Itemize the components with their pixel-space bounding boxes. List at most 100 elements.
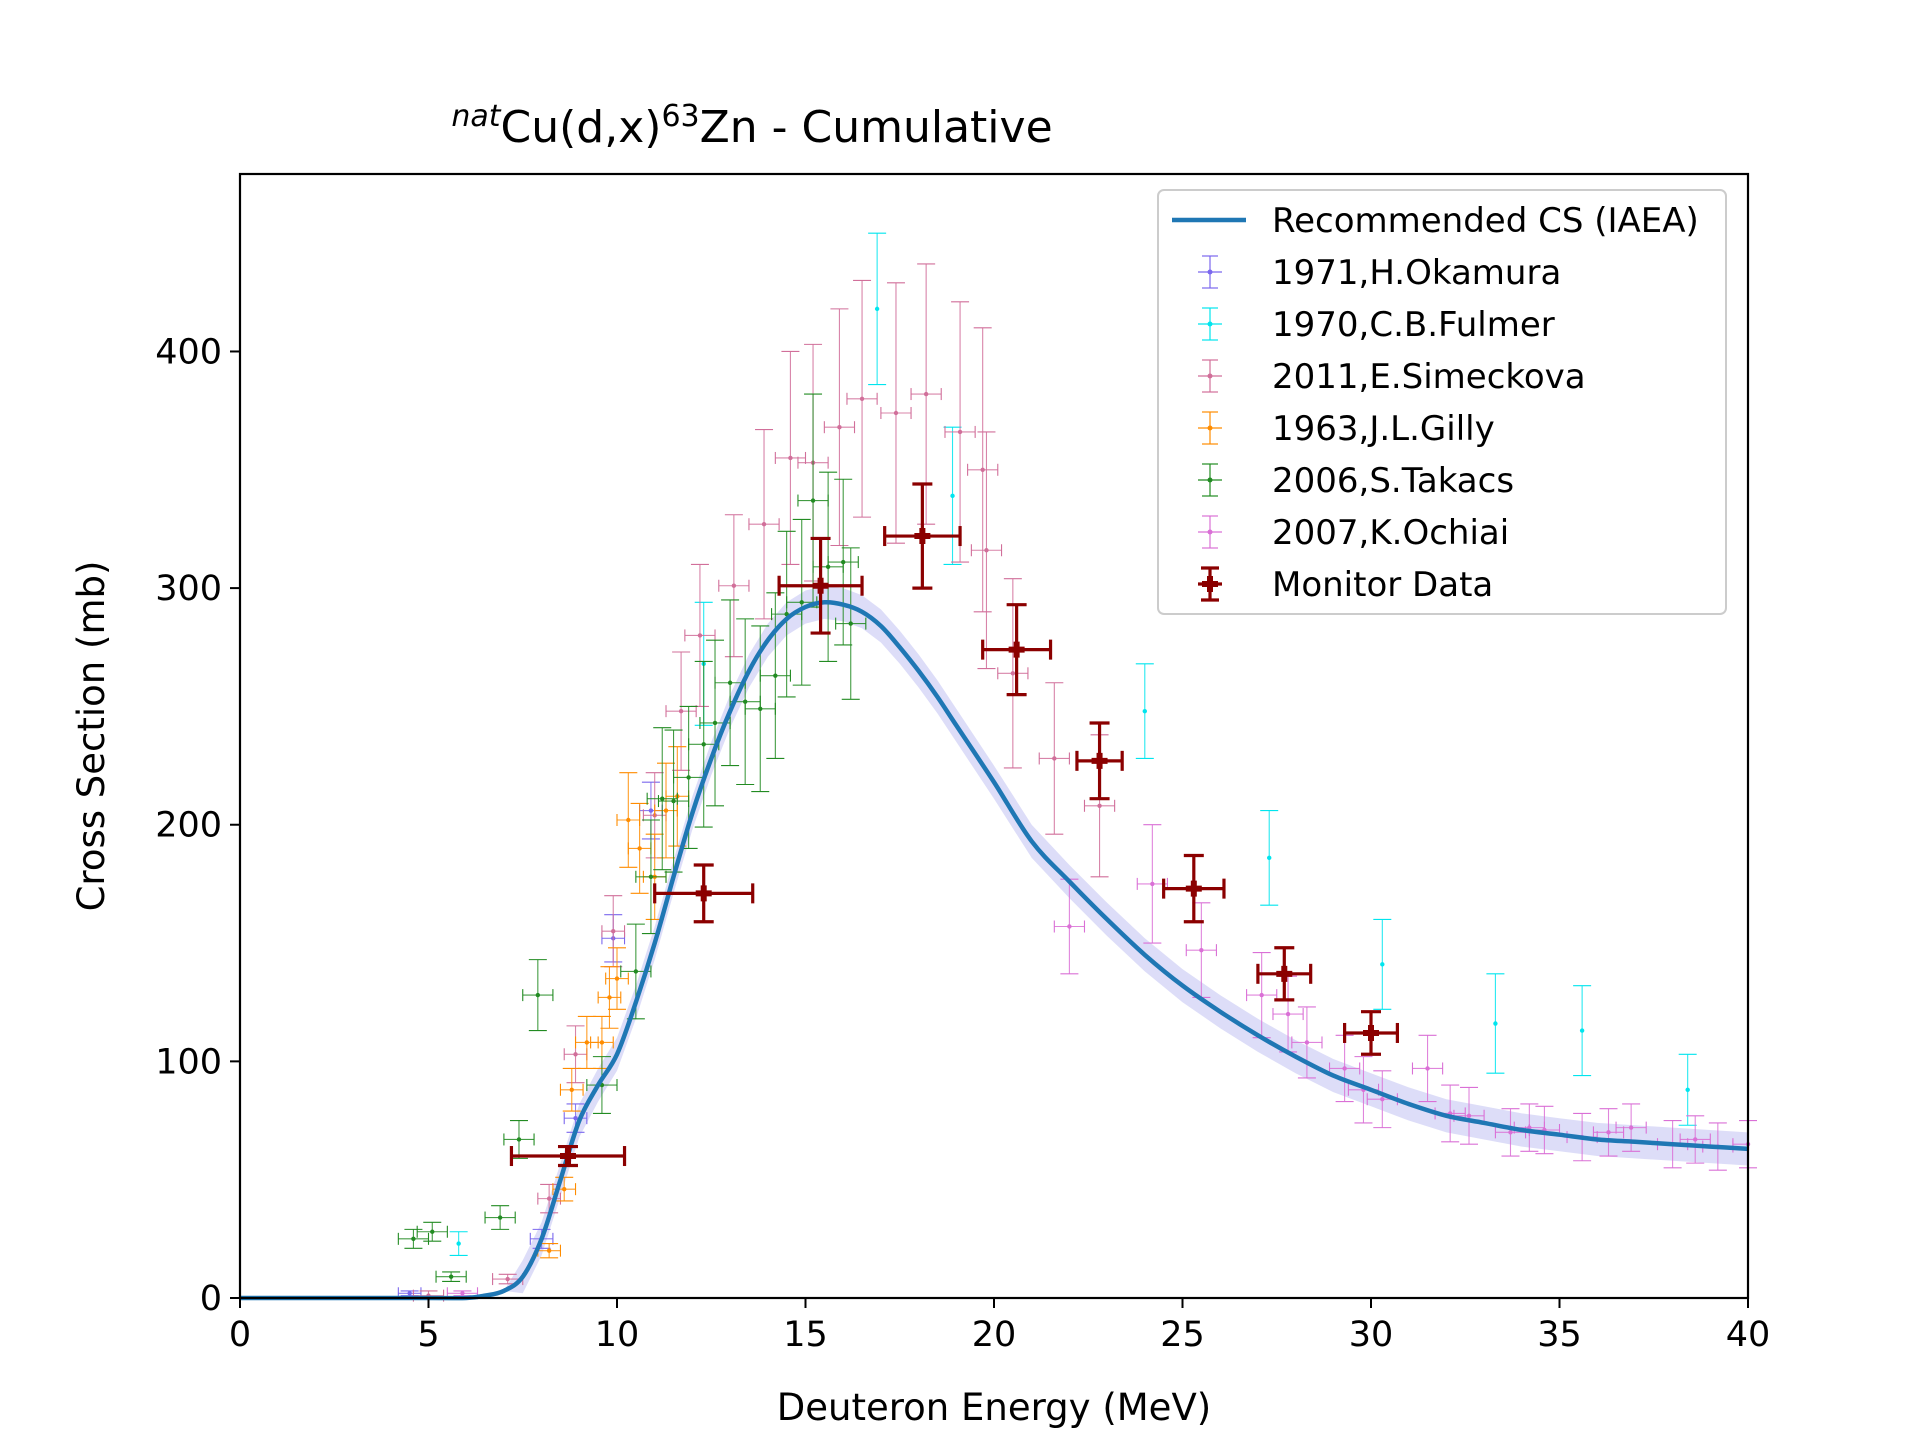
data-point (435, 1270, 467, 1283)
marker (678, 708, 684, 714)
marker (1285, 1011, 1291, 1017)
chart-title: natCu(d,x)63Zn - Cumulative (451, 99, 1052, 153)
marker (663, 808, 669, 813)
monitor-point (1256, 946, 1313, 1002)
monitor-point (1343, 1010, 1399, 1056)
legend-entry: 2011,E.Simeckova (1198, 357, 1586, 397)
data-point (835, 547, 867, 700)
legend-marker (1207, 321, 1213, 327)
data-point (1411, 1034, 1444, 1103)
y-tick-label: 200 (155, 806, 222, 846)
marker (1466, 1113, 1472, 1118)
legend-entry: 1963,J.L.Gilly (1198, 409, 1495, 449)
data-point (786, 518, 818, 686)
legend-label: 1971,H.Okamura (1272, 253, 1561, 293)
data-point (684, 563, 716, 707)
marker (731, 583, 737, 588)
monitor-marker (914, 528, 931, 545)
data-point (1592, 1108, 1625, 1157)
y-tick-label: 400 (155, 332, 222, 372)
marker (1508, 1130, 1513, 1135)
marker (980, 467, 985, 472)
data-point (1573, 985, 1592, 1077)
marker (1425, 1066, 1430, 1071)
marker (573, 1052, 578, 1057)
data-point (1260, 809, 1279, 906)
data-point (416, 1221, 448, 1242)
marker (573, 1115, 578, 1121)
marker (626, 817, 631, 823)
y-axis-label: Cross Section (mb) (70, 561, 113, 912)
data-point (1135, 663, 1154, 760)
data-point (880, 282, 912, 544)
x-tick-label: 40 (1726, 1315, 1771, 1355)
marker (633, 969, 639, 974)
marker (893, 410, 899, 416)
title-part-2: Zn - Cumulative (700, 102, 1053, 153)
data-point (868, 232, 887, 386)
marker (727, 680, 733, 685)
data-point (823, 308, 856, 547)
marker (562, 1186, 567, 1192)
monitor-point (981, 603, 1053, 697)
marker (1579, 1028, 1585, 1033)
legend-label: 1963,J.L.Gilly (1272, 409, 1495, 449)
monitor-marker (1008, 641, 1025, 658)
marker (923, 391, 929, 397)
marker (1150, 881, 1155, 887)
data-point (827, 478, 859, 646)
marker (773, 673, 778, 678)
marker (957, 429, 963, 435)
marker (984, 548, 989, 553)
data-point (484, 1205, 516, 1230)
marker (837, 424, 842, 430)
data-point (718, 514, 750, 658)
data-point (605, 947, 629, 1010)
legend-marker (1207, 425, 1213, 431)
data-point (646, 727, 678, 871)
marker (810, 498, 816, 503)
data-point (944, 301, 976, 563)
data-point (1494, 1108, 1527, 1157)
marker (1142, 708, 1148, 714)
plot-area-frame (238, 172, 1750, 1300)
marker (648, 808, 654, 813)
marker (611, 929, 616, 934)
monitor-point (1075, 721, 1124, 801)
legend-box (1157, 189, 1727, 615)
marker (1267, 855, 1272, 861)
marker (799, 600, 804, 605)
data-point (1136, 824, 1168, 944)
y-tick-label: 300 (155, 569, 222, 609)
data-point (967, 327, 999, 613)
marker (1380, 1097, 1385, 1102)
x-tick-label: 30 (1349, 1315, 1394, 1355)
data-point (1373, 918, 1392, 1010)
legend-label: Recommended CS (IAEA) (1272, 201, 1699, 241)
monitor-marker (1185, 880, 1202, 897)
data-point (1038, 682, 1070, 835)
marker (841, 559, 846, 565)
legend-monitor-marker (1202, 576, 1218, 592)
marker (758, 706, 763, 711)
marker (607, 995, 612, 1000)
marker (1380, 962, 1385, 967)
monitor-marker (559, 1148, 576, 1165)
marker (614, 976, 620, 981)
legend-entry: Monitor Data (1198, 565, 1493, 605)
monitor-point (653, 863, 755, 924)
data-point (1528, 1105, 1561, 1155)
data-point (1053, 878, 1086, 975)
marker (448, 1274, 454, 1279)
y-tick-label: 100 (155, 1042, 222, 1082)
marker (761, 522, 767, 527)
marker (1685, 1087, 1690, 1092)
marker (671, 798, 676, 804)
data-point (601, 895, 626, 968)
x-tick-label: 25 (1160, 1315, 1205, 1355)
legend-marker (1207, 269, 1213, 275)
x-axis-label: Deuteron Energy (MeV) (777, 1386, 1211, 1429)
legend-marker (1207, 373, 1213, 379)
